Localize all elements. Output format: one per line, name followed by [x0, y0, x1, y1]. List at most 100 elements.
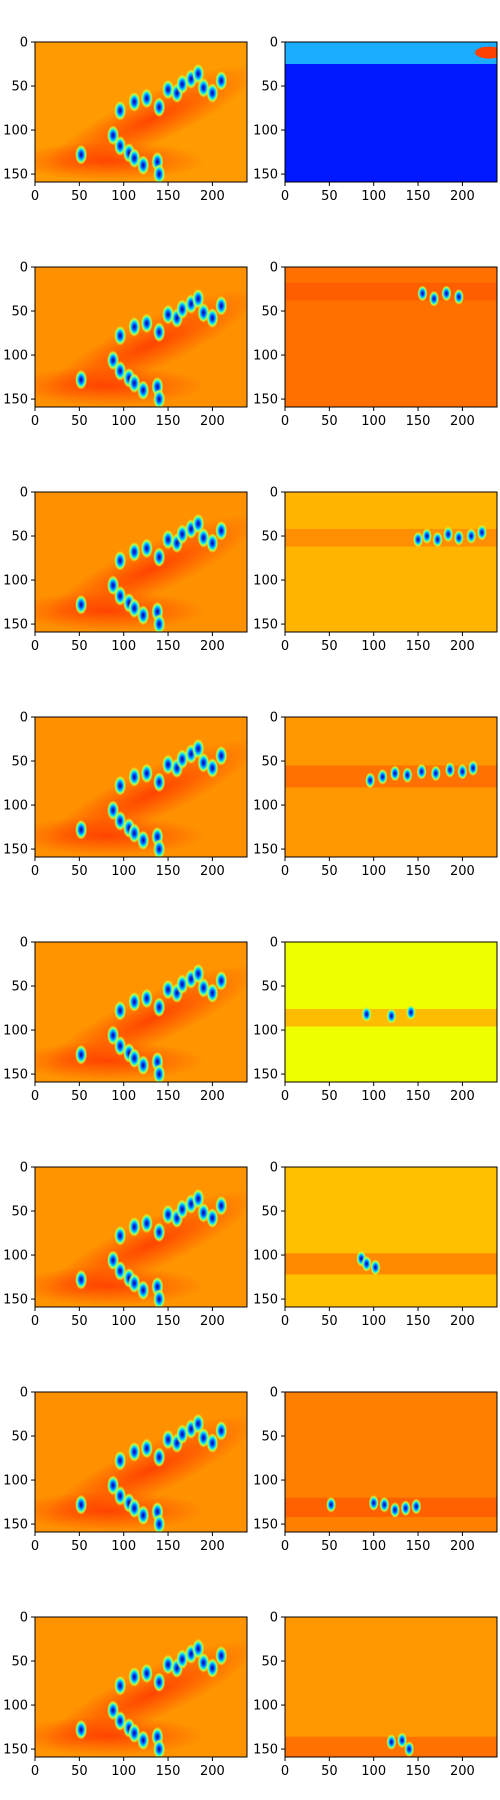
x-tick-label: 0	[281, 1089, 289, 1104]
y-tick-label: 0	[270, 936, 278, 951]
x-tick-label: 200	[200, 1539, 225, 1554]
heatmap-hotspot	[114, 325, 127, 346]
y-tick-label: 50	[11, 755, 28, 770]
heatmap-hotspot	[140, 1663, 153, 1684]
y-tick-label: 150	[253, 1743, 278, 1758]
heatmap-hotspot	[137, 380, 150, 401]
x-tick-label: 150	[156, 1089, 181, 1104]
heatmap-background	[285, 1617, 497, 1757]
heatmap-hotspot	[215, 1645, 228, 1666]
heatmap-hotspot	[411, 1498, 422, 1515]
y-tick-label: 100	[3, 1699, 28, 1714]
axes-frame	[34, 1616, 248, 1758]
heatmap-hotspot	[153, 164, 166, 182]
heatmap-hotspot	[75, 144, 88, 165]
heatmap-hotspot	[457, 763, 468, 780]
heatmap-hotspot	[430, 765, 441, 782]
heatmap-activation-band	[285, 282, 497, 301]
y-tick-label: 150	[253, 843, 278, 858]
x-tick-label: 50	[71, 1764, 88, 1779]
axes-frame	[34, 1166, 248, 1308]
heatmap-warm-band	[35, 1716, 205, 1756]
x-tick-label: 100	[111, 1764, 136, 1779]
y-tick-label: 50	[11, 80, 28, 95]
heatmap-activation-band	[285, 1253, 497, 1275]
x-tick-label: 100	[361, 864, 386, 879]
left-heatmap-panel-2: 0 50 100 150 200 0 50 100 150	[3, 261, 248, 429]
x-tick-label: 150	[156, 1764, 181, 1779]
heatmap-hotspot	[75, 1269, 88, 1290]
x-tick-label: 100	[111, 864, 136, 879]
heatmap-activation-band	[285, 42, 497, 65]
left-heatmap-panel-6: 0 50 100 150 200 0 50 100 150	[3, 1161, 248, 1329]
y-tick-label: 150	[3, 1068, 28, 1083]
heatmap-hotspot	[153, 1447, 166, 1468]
heatmap-hotspot	[206, 83, 219, 104]
heatmap-hotspot	[75, 369, 88, 390]
x-tick-label: 0	[31, 1314, 39, 1329]
y-tick-label: 50	[261, 1655, 278, 1670]
y-tick-label: 150	[3, 1743, 28, 1758]
heatmap-hotspot	[475, 46, 497, 59]
y-tick-label: 100	[253, 1699, 278, 1714]
y-tick-label: 50	[261, 755, 278, 770]
heatmap-hotspot	[137, 155, 150, 176]
y-tick-label: 100	[253, 574, 278, 589]
heatmap-hotspot	[140, 763, 153, 784]
x-tick-label: 200	[450, 1539, 475, 1554]
heatmap-hotspot	[386, 1007, 397, 1024]
x-tick-label: 150	[156, 189, 181, 204]
x-tick-label: 200	[450, 864, 475, 879]
axes-frame	[34, 41, 248, 183]
right-heatmap-panel-6: 0 50 100 150 200 0 50 100 150	[253, 1161, 498, 1329]
x-tick-label: 0	[31, 414, 39, 429]
x-tick-label: 50	[71, 189, 88, 204]
axes-frame	[284, 1391, 498, 1533]
heatmap-hotspot	[75, 819, 88, 840]
y-tick-label: 0	[20, 711, 28, 726]
heatmap-hotspot	[397, 1732, 408, 1749]
axes-frame	[34, 716, 248, 858]
heatmap-hotspot	[128, 541, 141, 562]
y-tick-label: 100	[3, 1474, 28, 1489]
heatmap-hotspot	[466, 528, 477, 545]
y-tick-label: 150	[253, 1518, 278, 1533]
y-tick-label: 50	[261, 530, 278, 545]
y-tick-label: 150	[3, 618, 28, 633]
y-tick-label: 150	[3, 843, 28, 858]
x-tick-label: 50	[321, 1764, 338, 1779]
heatmap-hotspot	[114, 775, 127, 796]
heatmap-hotspot	[370, 1259, 381, 1276]
heatmap-hotspot	[215, 520, 228, 541]
x-tick-label: 50	[321, 189, 338, 204]
x-tick-label: 0	[31, 864, 39, 879]
heatmap-activation-band	[285, 528, 497, 547]
x-tick-label: 50	[71, 864, 88, 879]
axes-frame	[284, 716, 498, 858]
x-tick-label: 0	[281, 639, 289, 654]
y-tick-label: 50	[261, 1205, 278, 1220]
heatmap-hotspot	[215, 1420, 228, 1441]
heatmap-hotspot	[413, 531, 424, 548]
heatmap-hotspot	[215, 745, 228, 766]
x-tick-label: 50	[321, 639, 338, 654]
heatmap-hotspot	[215, 70, 228, 91]
y-tick-label: 150	[253, 1293, 278, 1308]
y-tick-label: 0	[270, 1386, 278, 1401]
y-tick-label: 0	[20, 486, 28, 501]
right-heatmap-panel-5: 0 50 100 150 200 0 50 100 150	[253, 936, 498, 1104]
x-tick-label: 150	[156, 414, 181, 429]
heatmap-hotspot	[140, 1438, 153, 1459]
y-tick-label: 0	[270, 1611, 278, 1626]
heatmap-hotspot	[153, 322, 166, 343]
heatmap-hotspot	[128, 1666, 141, 1687]
heatmap-hotspot	[153, 1289, 166, 1307]
heatmap-warm-band	[35, 141, 205, 181]
y-tick-label: 150	[253, 168, 278, 183]
y-tick-label: 150	[3, 393, 28, 408]
y-tick-label: 100	[253, 124, 278, 139]
x-tick-label: 0	[31, 1089, 39, 1104]
axes-frame	[34, 1391, 248, 1533]
x-tick-label: 150	[406, 639, 431, 654]
heatmap-background	[285, 492, 497, 632]
